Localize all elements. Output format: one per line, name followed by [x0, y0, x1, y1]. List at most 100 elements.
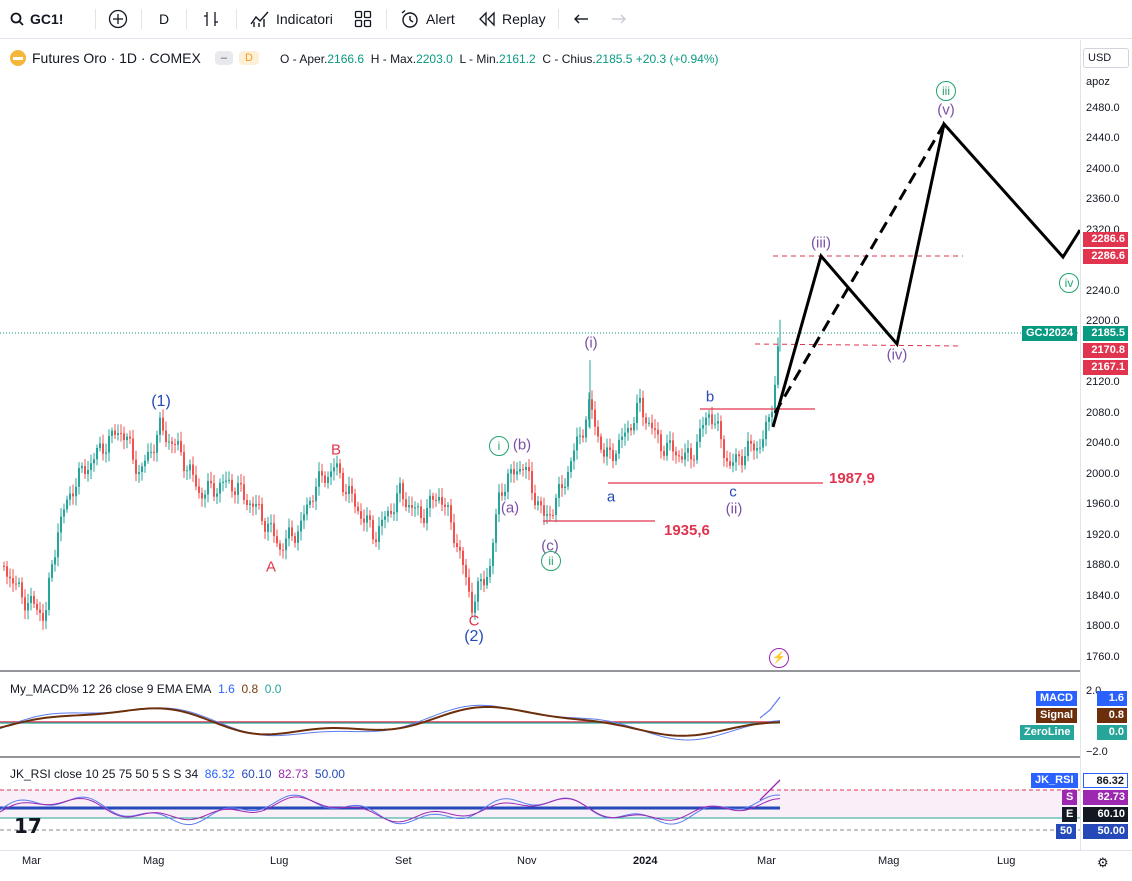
grid-icon: [354, 10, 372, 28]
candle-body: [660, 434, 662, 452]
time-label: Lug: [997, 855, 1016, 867]
candle-body: [450, 505, 452, 523]
candle-body: [21, 582, 23, 598]
wave-label-sub-b: (b): [512, 436, 532, 454]
candle-body: [456, 543, 458, 548]
wave-label-B: B: [330, 441, 342, 459]
indicators-button[interactable]: Indicatori: [250, 0, 333, 38]
candle-body: [696, 441, 698, 461]
gold-logo-icon: ▬: [10, 50, 26, 66]
price-chart[interactable]: [0, 40, 1080, 852]
candle-body: [408, 505, 410, 508]
candle-body: [687, 448, 689, 453]
price-tick-label: 2240.0: [1086, 284, 1120, 297]
price-tick-label: 2000.0: [1086, 467, 1120, 480]
candle-body: [429, 495, 431, 508]
interval-button[interactable]: D: [159, 0, 169, 38]
add-symbol-button[interactable]: [108, 0, 128, 38]
tradingview-logo-icon[interactable]: 17: [14, 814, 42, 838]
candle-body: [747, 440, 749, 456]
top-toolbar: GC1! D Indicatori Alert Replay: [0, 0, 1132, 39]
high-label: H - Max.: [370, 52, 417, 66]
candle-body: [570, 461, 572, 473]
candle-body: [405, 499, 407, 508]
candle-body: [513, 469, 515, 475]
candle-body: [543, 505, 545, 516]
candle-body: [42, 613, 44, 621]
candle-body: [180, 440, 182, 453]
candle-body: [393, 512, 395, 515]
candle-body: [240, 483, 242, 485]
time-label: Nov: [517, 855, 537, 867]
lightning-event-icon[interactable]: ⚡: [769, 648, 789, 668]
candle-body: [33, 595, 35, 604]
alert-button[interactable]: Alert: [400, 0, 455, 38]
symbol-price-tag: GCJ2024: [1022, 326, 1078, 341]
candle-body: [447, 505, 449, 507]
candle-body: [435, 499, 437, 501]
divider: [141, 9, 142, 29]
rsi-e-tag-value: 60.10: [1083, 807, 1128, 822]
candle-body: [381, 519, 383, 527]
macd-zero-value: 0.0: [264, 682, 282, 696]
undo-button[interactable]: [572, 0, 590, 38]
time-label-year: 2024: [633, 855, 658, 867]
settings-gear-icon[interactable]: ⚙: [1097, 855, 1109, 870]
candle-body: [372, 519, 374, 540]
candle-body: [510, 469, 512, 474]
candle-body: [522, 468, 524, 471]
scale-mode[interactable]: apoz: [1086, 76, 1110, 88]
candle-body: [519, 468, 521, 472]
candle-body: [690, 448, 692, 460]
macd-tag-value: 1.6: [1097, 691, 1127, 706]
candle-body: [69, 493, 71, 500]
candle-body: [678, 455, 680, 457]
wave-label-sub-c: (c): [541, 537, 559, 555]
layouts-button[interactable]: [354, 0, 372, 38]
price-tick-label: 2360.0: [1086, 193, 1120, 205]
projection-dashed: [773, 123, 946, 414]
candle-body: [120, 433, 122, 435]
candle-body: [177, 440, 179, 445]
alert-label: Alert: [426, 11, 455, 27]
chart-type-button[interactable]: [202, 0, 220, 38]
currency-selector[interactable]: USD: [1083, 48, 1129, 68]
wave-label-2: (2): [464, 628, 484, 645]
candle-body: [249, 503, 251, 505]
level-tag-2: 2167.1: [1083, 360, 1128, 375]
badge-minus: –: [214, 51, 233, 65]
candle-body: [591, 399, 593, 410]
candle-body: [324, 475, 326, 484]
candle-body: [132, 438, 134, 460]
candle-body: [162, 417, 164, 431]
candle-body: [612, 449, 614, 461]
symbol-legend: ▬ Futures Oro · 1D · COMEX – D: [10, 50, 259, 66]
candle-body: [210, 480, 212, 484]
candle-body: [666, 442, 668, 456]
macd-signal-line: [0, 705, 781, 737]
candle-body: [369, 515, 371, 520]
candle-body: [348, 485, 350, 494]
candle-body: [699, 428, 701, 442]
wave-label-b: b: [705, 388, 715, 406]
target-tag-2: 2286.6: [1083, 249, 1128, 264]
redo-button[interactable]: [610, 0, 628, 38]
macd-line-tail: [759, 696, 781, 719]
time-axis[interactable]: [0, 850, 1132, 881]
candle-body: [288, 527, 290, 539]
rsi-tail: [759, 779, 781, 801]
candle-body: [339, 463, 341, 473]
symbol-search-button[interactable]: GC1!: [10, 0, 63, 38]
candle-body: [726, 457, 728, 462]
candle-body: [18, 582, 20, 584]
candle-body: [276, 536, 278, 544]
low-label: L - Min.: [459, 52, 500, 66]
price-tick-label: 2080.0: [1086, 406, 1120, 419]
candle-body: [228, 479, 230, 481]
zeroline-tag-value: 0.0: [1097, 725, 1127, 740]
candle-body: [717, 421, 719, 424]
candles-icon: [204, 12, 218, 26]
candle-body: [237, 483, 239, 495]
replay-button[interactable]: Replay: [478, 0, 546, 38]
candle-body: [294, 536, 296, 543]
